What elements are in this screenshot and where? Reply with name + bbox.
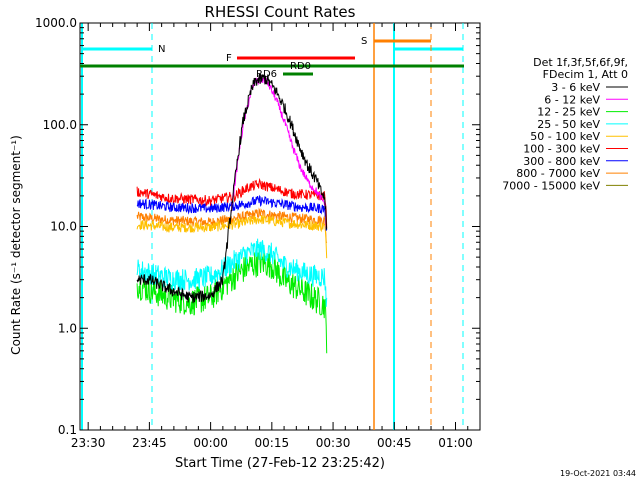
x-tick-label: 00:00 <box>193 436 228 450</box>
x-axis-label: Start Time (27-Feb-12 23:25:42) <box>175 456 385 471</box>
legend-entry-label: 300 - 800 keV <box>523 155 600 168</box>
legend-header-line-2: FDecim 1, Att 0 <box>543 68 628 81</box>
series-line-5 <box>136 177 328 228</box>
chart-title: RHESSI Count Rates <box>205 3 356 21</box>
y-tick-label: 0.1 <box>58 423 77 437</box>
series-line-4 <box>136 214 328 259</box>
saa-label: S <box>361 36 367 47</box>
y-axis-ticks: 0.1 1.0 10.0 100.0 1000.0 <box>35 16 480 437</box>
legend-entry-label: 6 - 12 keV <box>544 93 600 106</box>
legend-entry-label: 100 - 300 keV <box>523 143 600 156</box>
x-axis-ticks: 23:30 23:45 00:00 00:15 00:30 00:45 01:00 <box>71 23 473 450</box>
series-line-0 <box>136 73 328 304</box>
rd6-label: RD6 <box>256 69 277 80</box>
x-tick-label: 00:15 <box>255 436 290 450</box>
x-tick-label: 23:45 <box>132 436 167 450</box>
x-tick-label: 01:00 <box>438 436 473 450</box>
legend-entry-label: 12 - 25 keV <box>537 106 600 119</box>
legend-entry-label: 25 - 50 keV <box>537 118 600 131</box>
rd0-label: RD0 <box>290 61 311 72</box>
x-tick-label: 00:30 <box>316 436 351 450</box>
timestamp: 19-Oct-2021 03:44 <box>560 469 636 478</box>
y-tick-label: 100.0 <box>43 118 77 132</box>
series-line-3 <box>136 238 328 307</box>
legend-header-line-1: Det 1f,3f,5f,6f,9f, <box>533 56 628 69</box>
legend-entry-label: 50 - 100 keV <box>530 130 600 143</box>
y-tick-label: 1.0 <box>58 321 77 335</box>
legend-entry-label: 3 - 6 keV <box>551 81 600 94</box>
legend-entry-label: 800 - 7000 keV <box>516 167 600 180</box>
y-tick-label: 1000.0 <box>35 16 77 30</box>
x-tick-label: 00:45 <box>377 436 412 450</box>
plot-area: N S F RD0 RD6 <box>79 22 481 431</box>
y-tick-label: 10.0 <box>50 220 77 234</box>
night-label: N <box>158 44 165 55</box>
legend: Det 1f,3f,5f,6f,9f,FDecim 1, Att 03 - 6 … <box>502 56 628 192</box>
flare-label: F <box>226 53 232 64</box>
y-axis-label: Count Rate (s⁻¹ detector segment⁻¹) <box>9 135 23 355</box>
x-tick-label: 23:30 <box>71 436 106 450</box>
legend-entry-label: 7000 - 15000 keV <box>502 179 600 192</box>
